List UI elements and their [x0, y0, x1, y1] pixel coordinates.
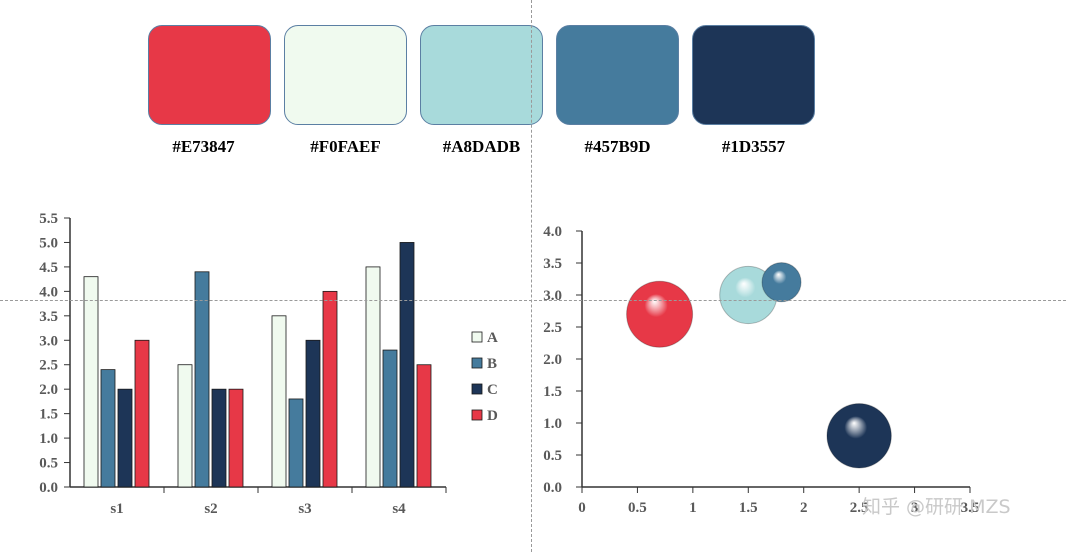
- bar-B-s2: [194, 271, 210, 488]
- y-tick-label: 5.5: [39, 211, 58, 227]
- horizontal-guide-line: [0, 300, 1066, 301]
- y-tick-label: 3.0: [39, 333, 58, 349]
- y-tick-label: 0.0: [39, 480, 58, 496]
- y-tick-label: 5.0: [39, 235, 58, 251]
- legend-label-A: A: [487, 330, 498, 346]
- y-tick-label: 2.0: [543, 352, 562, 368]
- x-tick-label: s3: [298, 501, 311, 517]
- y-tick-label: 1.5: [39, 407, 58, 423]
- y-tick-label: 2.0: [39, 382, 58, 398]
- legend-swatch-B: [471, 357, 483, 369]
- legend-swatch-A: [471, 331, 483, 343]
- swatch-steel-blue: [556, 25, 679, 125]
- x-tick-label: 3.5: [961, 500, 980, 516]
- legend-label-C: C: [487, 382, 498, 398]
- legend-label-B: B: [487, 356, 497, 372]
- y-tick-label: 3.5: [39, 309, 58, 325]
- vertical-guide-line: [531, 0, 532, 552]
- bar-B-s3: [288, 398, 304, 488]
- bar-C-s2: [211, 388, 227, 488]
- bar-C-s1: [117, 388, 133, 488]
- legend-swatch-C: [471, 383, 483, 395]
- x-tick-label: 0.5: [628, 500, 647, 516]
- y-tick-label: 2.5: [39, 358, 58, 374]
- bar-D-s2: [228, 388, 244, 488]
- bar-B-s1: [100, 369, 116, 488]
- y-tick-label: 3.5: [543, 256, 562, 272]
- x-tick-label: 3: [911, 500, 919, 516]
- y-tick-label: 2.5: [543, 320, 562, 336]
- bar-A-s4: [365, 266, 381, 488]
- y-tick-label: 1.0: [543, 416, 562, 432]
- swatch-label-steel-blue: #457B9D: [584, 137, 651, 156]
- bar-chart: 0.0 0.5 1.0 1.5 2.0 2.5 3.0 3.5 4.0 4.5 5.0 5.5 s1 s2…: [39, 211, 498, 517]
- x-tick-label: 0: [578, 500, 586, 516]
- x-tick-label: 2.5: [850, 500, 869, 516]
- x-tick-label: s4: [392, 501, 406, 517]
- y-tick-label: 0.0: [543, 480, 562, 496]
- bubble-point-0: [626, 280, 694, 348]
- legend-label-D: D: [487, 408, 498, 424]
- y-tick-label: 0.5: [39, 456, 58, 472]
- y-tick-label: 4.0: [543, 224, 562, 240]
- swatch-navy: [692, 25, 815, 125]
- x-tick-label: 2: [800, 500, 808, 516]
- swatch-aqua: [420, 25, 543, 125]
- y-tick-label: 1.5: [543, 384, 562, 400]
- bubble-point-3: [826, 403, 892, 469]
- swatch-label-red: #E73847: [172, 137, 235, 156]
- swatch-label-aqua: #A8DADB: [442, 137, 521, 156]
- y-tick-label: 0.5: [543, 448, 562, 464]
- y-tick-label: 1.0: [39, 431, 58, 447]
- bubble-point-2: [761, 262, 802, 303]
- bar-D-s4: [416, 364, 432, 488]
- x-tick-label: 1.5: [739, 500, 758, 516]
- x-tick-label: 1: [689, 500, 697, 516]
- swatch-red: [148, 25, 271, 125]
- bar-A-s2: [177, 364, 193, 488]
- bubble-chart: 0.0 0.5 1.0 1.5 2.0 2.5 3.0 3.5 4.0 0 0.5 1 1.5 2 2.5 3…: [543, 224, 980, 516]
- bar-D-s3: [322, 290, 338, 488]
- bar-A-s1: [83, 276, 99, 488]
- bar-D-s1: [134, 339, 150, 488]
- legend-swatch-D: [471, 409, 483, 421]
- watermark: 知乎 @研研 MZS: [862, 496, 1011, 518]
- y-tick-label: 3.0: [543, 288, 562, 304]
- y-tick-label: 4.0: [39, 284, 58, 300]
- bar-C-s3: [305, 339, 321, 488]
- x-tick-label: s1: [110, 501, 123, 517]
- swatch-mint: [284, 25, 407, 125]
- swatch-label-mint: #F0FAEF: [310, 137, 381, 156]
- swatch-label-navy: #1D3557: [721, 137, 786, 156]
- x-tick-label: s2: [204, 501, 217, 517]
- bar-C-s4: [399, 242, 415, 488]
- bar-B-s4: [382, 349, 398, 488]
- bar-A-s3: [271, 315, 287, 488]
- y-tick-label: 4.5: [39, 260, 58, 276]
